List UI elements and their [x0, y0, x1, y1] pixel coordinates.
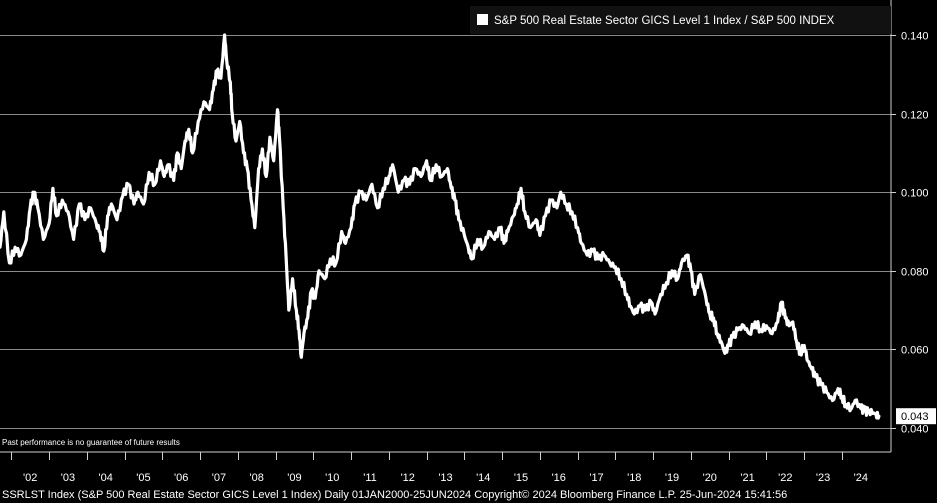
- legend: S&P 500 Real Estate Sector GICS Level 1 …: [470, 6, 891, 34]
- series-layer: [0, 33, 881, 420]
- y-tick-label: 0.080: [901, 267, 929, 279]
- x-tick-label: '14: [476, 472, 490, 484]
- series-line: [0, 33, 881, 420]
- x-tick-label: '04: [99, 472, 113, 484]
- x-tick-label: '22: [778, 472, 792, 484]
- legend-swatch: [477, 14, 488, 25]
- x-tick-label: '20: [703, 472, 717, 484]
- x-tick-label: '09: [287, 472, 301, 484]
- y-tick-label: 0.100: [901, 188, 929, 200]
- x-tick-label: '06: [174, 472, 188, 484]
- legend-background: [470, 6, 891, 34]
- last-value-label: 0.043: [901, 411, 929, 423]
- x-tick-label: '03: [61, 472, 75, 484]
- y-axis-ticks: 0.040 0.060 0.080 0.100 0.120 0.140: [891, 31, 929, 436]
- x-tick-label: '24: [854, 472, 868, 484]
- x-tick-label: '07: [212, 472, 226, 484]
- x-tick-label: '08: [250, 472, 264, 484]
- x-tick-label: '10: [325, 472, 339, 484]
- x-tick-label: '16: [552, 472, 566, 484]
- x-tick-label: '12: [401, 472, 415, 484]
- y-tick-label: 0.040: [901, 424, 929, 436]
- x-tick-label: '21: [740, 472, 754, 484]
- y-tick-label: 0.140: [901, 31, 929, 43]
- x-tick-label: '05: [136, 472, 150, 484]
- x-tick-label: '18: [627, 472, 641, 484]
- disclaimer-text: Past performance is no guarantee of futu…: [2, 438, 180, 447]
- footer-source-text: SSRLST Index (S&P 500 Real Estate Sector…: [2, 489, 787, 501]
- x-tick-label: '23: [816, 472, 830, 484]
- x-tick-label: '11: [363, 472, 377, 484]
- x-tick-label: '15: [514, 472, 528, 484]
- legend-label: S&P 500 Real Estate Sector GICS Level 1 …: [494, 15, 835, 27]
- x-tick-label: '02: [23, 472, 37, 484]
- last-value-marker: 0.043: [896, 408, 936, 425]
- gridlines: [0, 35, 891, 429]
- x-tick-label: '19: [665, 472, 679, 484]
- y-tick-label: 0.120: [901, 110, 929, 122]
- axes: [0, 0, 892, 453]
- x-axis-ticks: '02 '03 '04 '05 '06 '07 '08 '09 '10 '11 '12 '13 '14 '…: [11, 452, 868, 484]
- x-tick-label: '13: [438, 472, 452, 484]
- y-tick-label: 0.060: [901, 345, 929, 357]
- x-tick-label: '17: [589, 472, 603, 484]
- last-value-box: [896, 408, 936, 425]
